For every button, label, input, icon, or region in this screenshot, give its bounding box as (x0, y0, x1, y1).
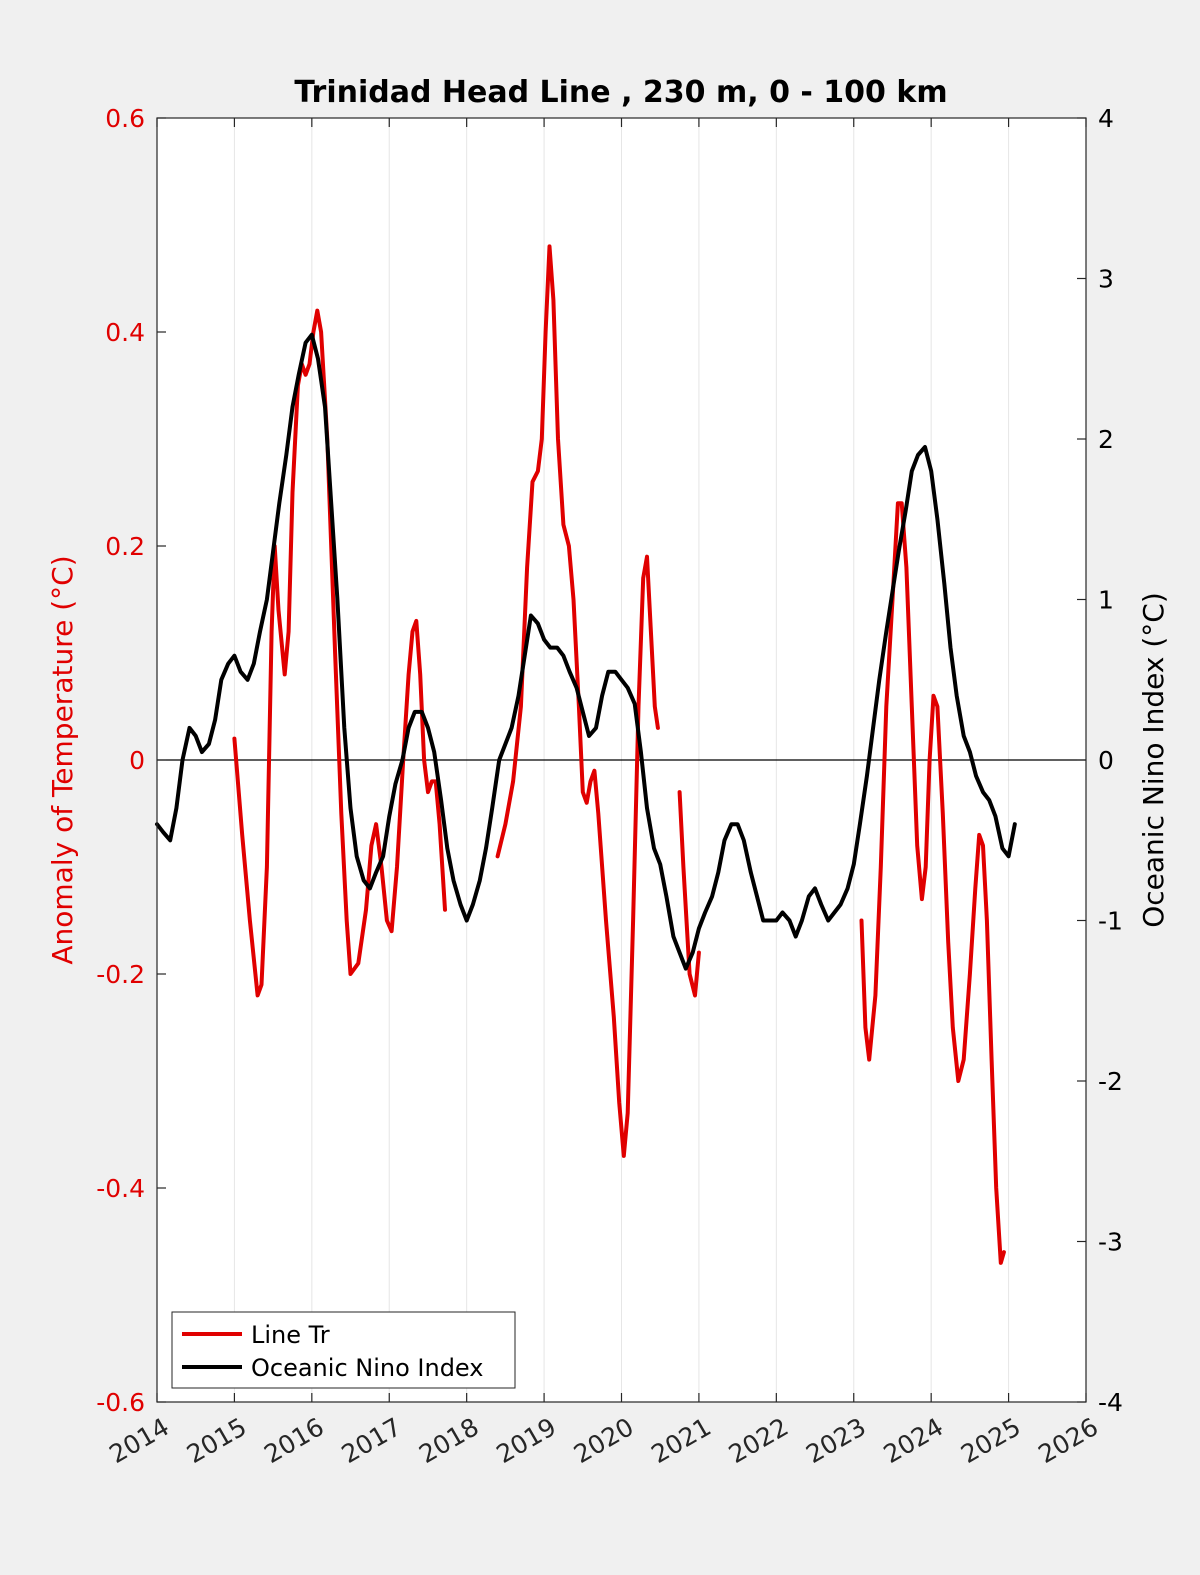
y-left-tick-label: 0.6 (105, 104, 145, 133)
y-left-tick-label: -0.4 (96, 1174, 145, 1203)
legend: Line Tr Oceanic Nino Index (171, 1311, 516, 1389)
y-left-tick-label: 0 (129, 746, 145, 775)
legend-label-oni: Oceanic Nino Index (251, 1354, 483, 1382)
y-left-tick-label: 0.2 (105, 532, 145, 561)
y-right-tick-label: -4 (1098, 1388, 1123, 1417)
y-right-tick-label: -3 (1098, 1228, 1123, 1257)
series-line-segment (859, 501, 1006, 1265)
legend-label-line-tr: Line Tr (251, 1321, 330, 1349)
legend-box (171, 1311, 516, 1389)
y-axis-left-label: Anomaly of Temperature (°C) (46, 555, 79, 964)
y-right-tick-label: 1 (1098, 586, 1114, 615)
y-right-tick-label: 0 (1098, 746, 1114, 775)
series-layer (155, 244, 1017, 1265)
y-right-tick-label: 3 (1098, 265, 1114, 294)
y-left-tick-label: -0.6 (96, 1388, 145, 1417)
series-line-segment (677, 790, 701, 998)
chart-title: Trinidad Head Line , 230 m, 0 - 100 km (294, 75, 947, 110)
y-axis-right-label: Oceanic Nino Index (°C) (1137, 592, 1170, 928)
y-left-tick-label: -0.2 (96, 960, 145, 989)
y-right-tick-label: 2 (1098, 425, 1114, 454)
y-right-tick-label: 4 (1098, 104, 1114, 133)
y-right-tick-label: -2 (1098, 1067, 1123, 1096)
y-left-tick-label: 0.4 (105, 318, 145, 347)
series-oni (155, 332, 1017, 971)
y-right-tick-label: -1 (1098, 907, 1123, 936)
series-line-segment (495, 244, 660, 1158)
series-line-segment (155, 332, 1017, 971)
